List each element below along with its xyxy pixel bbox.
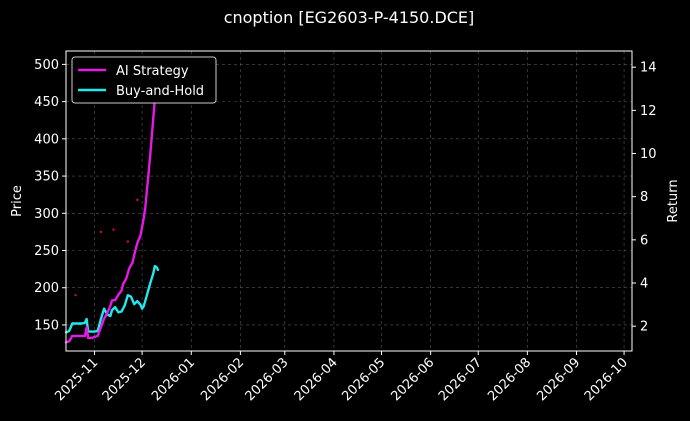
- price-point: [74, 293, 77, 297]
- y-tick-label: 300: [34, 207, 59, 222]
- y2-tick-label: 14: [640, 61, 657, 76]
- y-tick-label: 200: [34, 281, 59, 296]
- chart-title: cnoption [EG2603-P-4150.DCE]: [224, 8, 475, 27]
- plot-area: [64, 65, 160, 344]
- y2-tick-label: 6: [640, 233, 648, 248]
- price-point: [136, 198, 139, 202]
- price-point: [126, 240, 130, 243]
- y-tick-label: 150: [34, 318, 59, 333]
- plot-frame: [65, 50, 633, 352]
- y2-tick-label: 4: [640, 277, 648, 292]
- legend-label-buy-and-hold: Buy-and-Hold: [116, 84, 204, 99]
- y2-tick-label: 10: [640, 147, 657, 162]
- grid: [66, 51, 632, 351]
- y2-tick-label: 12: [640, 104, 657, 119]
- y-tick-label: 250: [34, 244, 59, 259]
- y2-axis-label: Return: [666, 179, 681, 222]
- y-tick-label: 400: [34, 132, 59, 147]
- y-tick-label: 450: [34, 95, 59, 110]
- legend: AI Strategy Buy-and-Hold: [71, 56, 217, 104]
- y2-tick-label: 8: [640, 190, 648, 205]
- y2-tick-label: 2: [640, 320, 648, 335]
- series-line-buy-and-hold: [64, 264, 160, 334]
- legend-label-ai-strategy: AI Strategy: [116, 64, 189, 79]
- price-point: [99, 230, 103, 234]
- legend-box: [71, 56, 217, 104]
- series-line-ai-strategy: [64, 65, 160, 344]
- price-point: [112, 228, 115, 231]
- y-axis-label: Price: [10, 185, 25, 217]
- y-tick-label: 500: [34, 58, 59, 73]
- y-tick-label: 350: [34, 170, 59, 185]
